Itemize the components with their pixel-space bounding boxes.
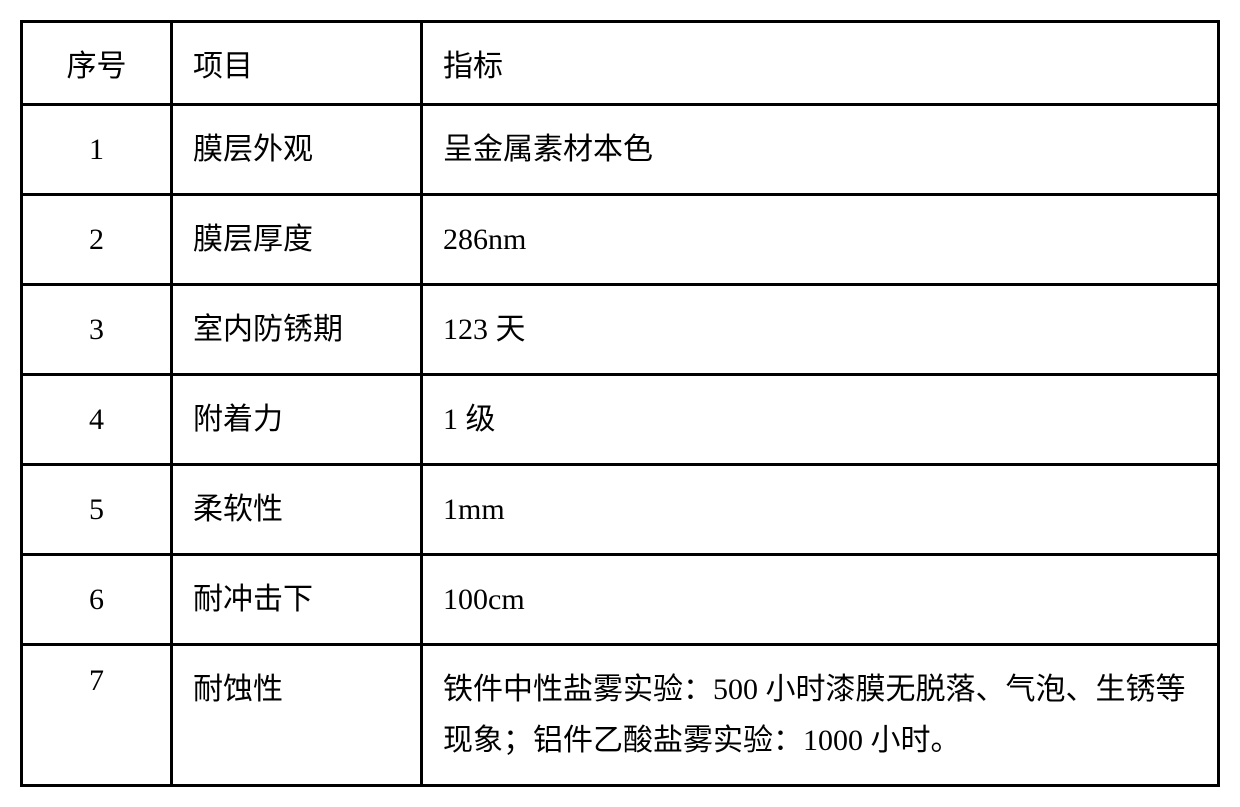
- table-row: 7 耐蚀性 铁件中性盐雾实验：500 小时漆膜无脱落、气泡、生锈等现象；铝件乙酸…: [22, 645, 1219, 786]
- cell-indicator: 123 天: [422, 285, 1219, 375]
- cell-indicator: 1mm: [422, 465, 1219, 555]
- table-row: 1 膜层外观 呈金属素材本色: [22, 105, 1219, 195]
- cell-seq: 5: [22, 465, 172, 555]
- spec-table-container: 序号 项目 指标 1 膜层外观 呈金属素材本色 2 膜层厚度 286nm 3 室…: [20, 20, 1220, 787]
- header-indicator: 指标: [422, 22, 1219, 105]
- cell-item: 耐蚀性: [172, 645, 422, 786]
- table-row: 4 附着力 1 级: [22, 375, 1219, 465]
- cell-seq: 1: [22, 105, 172, 195]
- table-row: 2 膜层厚度 286nm: [22, 195, 1219, 285]
- cell-item: 膜层外观: [172, 105, 422, 195]
- cell-indicator: 286nm: [422, 195, 1219, 285]
- cell-item: 室内防锈期: [172, 285, 422, 375]
- cell-seq: 4: [22, 375, 172, 465]
- cell-indicator: 1 级: [422, 375, 1219, 465]
- cell-seq: 2: [22, 195, 172, 285]
- header-item: 项目: [172, 22, 422, 105]
- cell-indicator: 铁件中性盐雾实验：500 小时漆膜无脱落、气泡、生锈等现象；铝件乙酸盐雾实验：1…: [422, 645, 1219, 786]
- spec-table: 序号 项目 指标 1 膜层外观 呈金属素材本色 2 膜层厚度 286nm 3 室…: [20, 20, 1220, 787]
- cell-item: 柔软性: [172, 465, 422, 555]
- cell-item: 膜层厚度: [172, 195, 422, 285]
- table-row: 5 柔软性 1mm: [22, 465, 1219, 555]
- cell-seq: 3: [22, 285, 172, 375]
- cell-seq: 6: [22, 555, 172, 645]
- cell-indicator: 呈金属素材本色: [422, 105, 1219, 195]
- table-header-row: 序号 项目 指标: [22, 22, 1219, 105]
- cell-item: 附着力: [172, 375, 422, 465]
- cell-seq: 7: [22, 645, 172, 786]
- cell-item: 耐冲击下: [172, 555, 422, 645]
- table-row: 3 室内防锈期 123 天: [22, 285, 1219, 375]
- table-row: 6 耐冲击下 100cm: [22, 555, 1219, 645]
- header-seq: 序号: [22, 22, 172, 105]
- cell-indicator: 100cm: [422, 555, 1219, 645]
